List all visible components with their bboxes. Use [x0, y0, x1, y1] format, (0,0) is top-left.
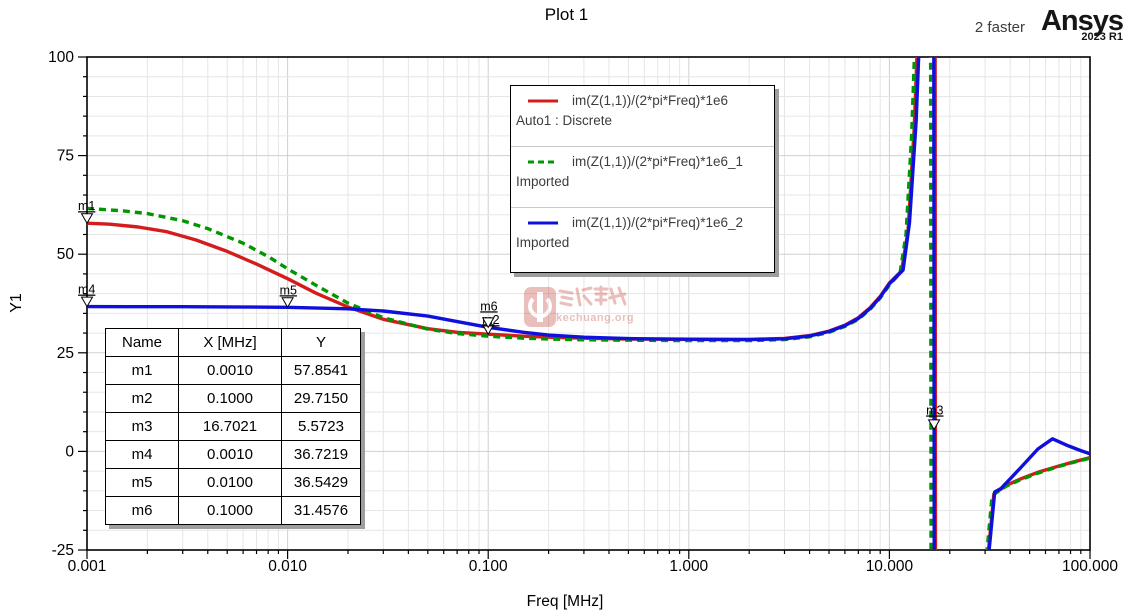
watermark-site-text: kechuang.org [556, 312, 634, 324]
table-row: m3 16.7021 5.5723 [105, 412, 361, 441]
marker-name-cell: m5 [105, 468, 179, 497]
y-tick-label: 50 [57, 246, 75, 263]
marker-table-header: Name X [MHz] Y [105, 328, 361, 357]
marker-triangle-m4[interactable] [80, 296, 94, 308]
marker-x-cell: 0.0010 [178, 356, 282, 385]
legend-source: Auto1 : Discrete [516, 113, 613, 128]
legend-swatch-red [528, 99, 558, 102]
y-tick-label: -25 [52, 542, 74, 559]
marker-triangle-m6[interactable] [481, 317, 495, 329]
y-axis-title: Y1 [8, 293, 25, 313]
table-row: m4 0.0010 36.7219 [105, 440, 361, 469]
page-title: Plot 1 [544, 5, 589, 24]
marker-name-cell: m2 [105, 384, 179, 413]
legend-expression: im(Z(1,1))/(2*pi*Freq)*1e6_1 [572, 154, 744, 169]
axis-ticks [78, 56, 1091, 559]
y-tick-label: 100 [48, 49, 74, 66]
marker-y-cell: 31.4576 [281, 496, 361, 525]
marker-label-m5: m5 [280, 283, 297, 297]
ansys-release: 2023 R1 [1081, 31, 1123, 43]
marker-label-m1: m1 [78, 199, 95, 213]
watermark-calligraphy [558, 285, 627, 307]
x-tick-label: 1.000 [669, 558, 708, 575]
brand-tagline: 2 faster [974, 19, 1025, 36]
legend-entry-trace1[interactable]: im(Z(1,1))/(2*pi*Freq)*1e6 Auto1 : Discr… [511, 86, 774, 147]
y-tick-label: 75 [57, 148, 74, 165]
marker-table-col-y: Y [281, 328, 361, 357]
plot-legend: im(Z(1,1))/(2*pi*Freq)*1e6 Auto1 : Discr… [510, 85, 775, 273]
marker-table-col-x: X [MHz] [178, 328, 282, 357]
marker-name-cell: m1 [105, 356, 179, 385]
watermark: kechuang.org [524, 285, 634, 327]
axis-tick-labels: 0.001 0.010 0.100 1.000 10.000 100.000 100 75 50… [48, 49, 1118, 575]
curves [87, 57, 1090, 550]
brand-block: 2 faster Ansys 2023 R1 [974, 5, 1124, 44]
legend-entry-trace3[interactable]: im(Z(1,1))/(2*pi*Freq)*1e6_2 Imported [511, 208, 774, 269]
marker-triangle-m5[interactable] [281, 297, 294, 309]
marker-label-m4: m4 [78, 283, 95, 297]
watermark-logo-icon [524, 287, 556, 327]
marker-y-cell: 36.5429 [281, 468, 361, 497]
x-tick-label: 0.001 [68, 558, 107, 575]
marker-y-cell: 36.7219 [281, 440, 361, 469]
table-row: m5 0.0100 36.5429 [105, 468, 361, 497]
marker-x-cell: 16.7021 [178, 412, 282, 441]
ansys-logo: Ansys [1040, 5, 1124, 37]
marker-name-cell: m3 [105, 412, 179, 441]
marker-name-cell: m4 [105, 440, 179, 469]
marker-label-m6: m6 [480, 299, 497, 313]
marker-x-cell: 0.1000 [178, 496, 282, 525]
x-tick-label: 0.100 [469, 558, 508, 575]
x-tick-label: 100.000 [1062, 558, 1118, 575]
marker-table: Name X [MHz] Y m1 0.0010 57.8541 m2 0.1000 29… [105, 328, 361, 525]
legend-expression: im(Z(1,1))/(2*pi*Freq)*1e6_2 [572, 215, 744, 230]
legend-entry-trace2[interactable]: im(Z(1,1))/(2*pi*Freq)*1e6_1 Imported [511, 147, 774, 208]
legend-swatch-blue [528, 221, 558, 224]
x-tick-label: 10.000 [866, 558, 914, 575]
x-tick-label: 0.010 [268, 558, 307, 575]
grid [87, 57, 1090, 550]
marker-label-m3: m3 [926, 403, 943, 417]
y-tick-label: 25 [57, 345, 74, 362]
watermark-logo-arc [528, 297, 552, 319]
watermark-logo-bar [537, 292, 543, 322]
marker-triangle-m3[interactable] [927, 419, 941, 431]
marker-x-cell: 0.1000 [178, 384, 282, 413]
trace-markers: m1m2m3m4m5m6 [78, 199, 944, 431]
marker-y-cell: 57.8541 [281, 356, 361, 385]
marker-y-cell: 29.7150 [281, 384, 361, 413]
curve-trace-3 [87, 57, 1090, 550]
x-axis-title: Freq [MHz] [527, 593, 604, 610]
table-row: m6 0.1000 31.4576 [105, 496, 361, 525]
marker-table-col-name: Name [105, 328, 179, 357]
legend-expression: im(Z(1,1))/(2*pi*Freq)*1e6 [572, 93, 729, 108]
marker-x-cell: 0.0010 [178, 440, 282, 469]
table-row: m1 0.0010 57.8541 [105, 356, 361, 385]
marker-y-cell: 5.5723 [281, 412, 361, 441]
legend-swatch-green-dashed [528, 160, 558, 163]
marker-name-cell: m6 [105, 496, 179, 525]
table-row: m2 0.1000 29.7150 [105, 384, 361, 413]
marker-x-cell: 0.0100 [178, 468, 282, 497]
legend-source: Imported [516, 174, 570, 189]
marker-triangle-m1[interactable] [80, 213, 94, 225]
legend-source: Imported [516, 235, 570, 250]
y-tick-label: 0 [65, 443, 74, 460]
